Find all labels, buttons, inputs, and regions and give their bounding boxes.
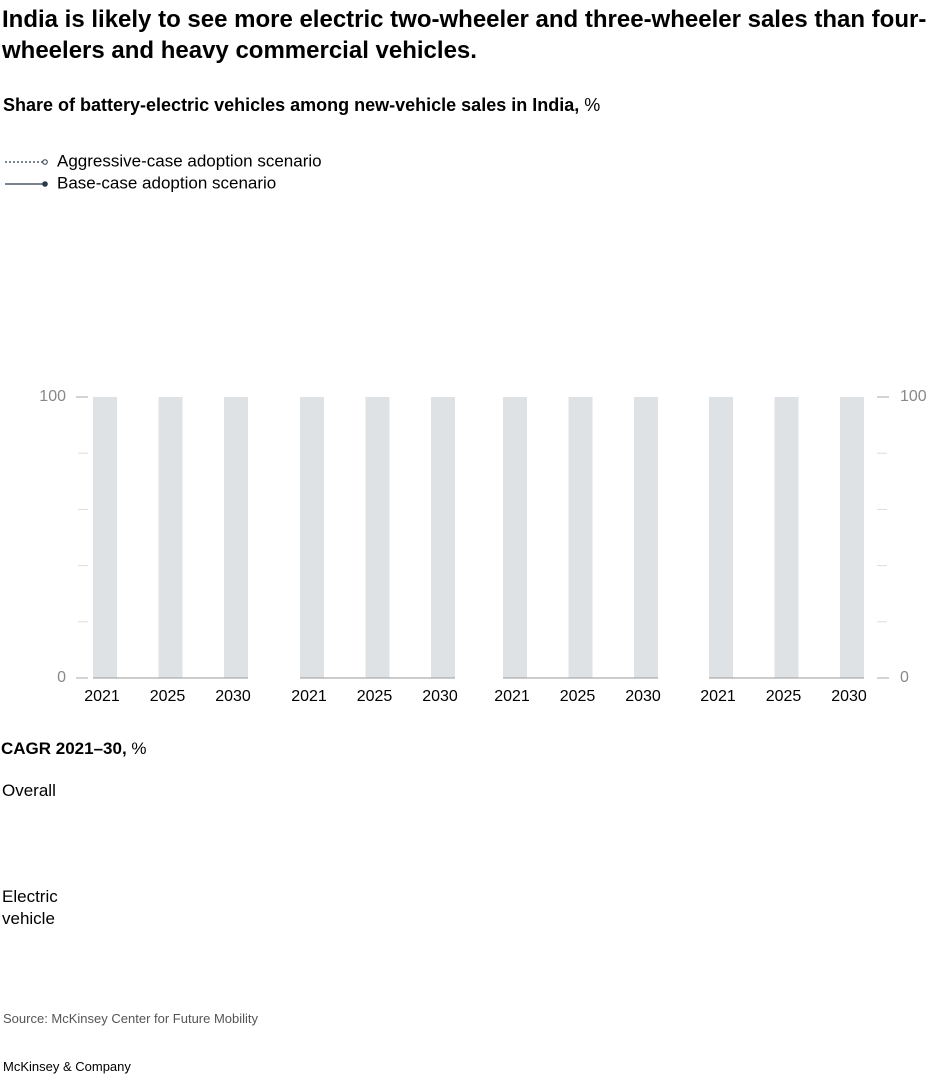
year-band: [158, 397, 183, 678]
year-band: [503, 397, 527, 678]
year-band: [709, 397, 733, 678]
subtitle-unit: %: [584, 95, 601, 115]
cagr-unit: %: [131, 739, 147, 758]
y-tick-label: 100: [900, 388, 927, 405]
cagr-label: CAGR 2021–30,: [1, 739, 127, 758]
source: Source: McKinsey Center for Future Mobil…: [3, 1011, 259, 1026]
y-tick-label: 0: [900, 669, 909, 686]
cagr-row-label: Overall: [2, 781, 56, 800]
x-tick-label: 2021: [700, 688, 736, 705]
subtitle-text: Share of battery-electric vehicles among…: [3, 95, 580, 115]
y-tick-label: 0: [57, 669, 66, 686]
x-tick-label: 2025: [357, 688, 393, 705]
cagr-heading: CAGR 2021–30, %: [1, 739, 147, 759]
x-tick-label: 2030: [422, 688, 458, 705]
year-band: [634, 397, 658, 678]
legend-label: Aggressive-case adoption scenario: [57, 151, 322, 170]
x-tick-label: 2025: [560, 688, 596, 705]
chart: Aggressive-case adoption scenario Base-ca…: [5, 151, 927, 705]
x-tick-label: 2025: [766, 688, 802, 705]
legend-marker: [42, 159, 48, 165]
x-tick-label: 2030: [625, 688, 661, 705]
x-tick-label: 2030: [831, 688, 867, 705]
legend-label: Base-case adoption scenario: [57, 173, 276, 192]
x-tick-label: 2030: [215, 688, 251, 705]
subtitle: Share of battery-electric vehicles among…: [3, 94, 600, 116]
year-band: [774, 397, 799, 678]
cagr-row-label: Electric vehicle: [2, 887, 58, 928]
footer: McKinsey & Company: [3, 1059, 131, 1074]
year-band: [840, 397, 864, 678]
y-tick-label: 100: [39, 388, 66, 405]
chart-title: India is likely to see more electric two…: [2, 6, 927, 64]
x-tick-label: 2021: [291, 688, 327, 705]
legend-marker: [42, 181, 48, 187]
year-band: [431, 397, 455, 678]
year-band: [568, 397, 593, 678]
x-tick-label: 2025: [150, 688, 186, 705]
year-band: [300, 397, 324, 678]
year-band: [224, 397, 248, 678]
year-band: [93, 397, 117, 678]
x-tick-label: 2021: [84, 688, 120, 705]
year-band: [365, 397, 390, 678]
x-tick-label: 2021: [494, 688, 530, 705]
